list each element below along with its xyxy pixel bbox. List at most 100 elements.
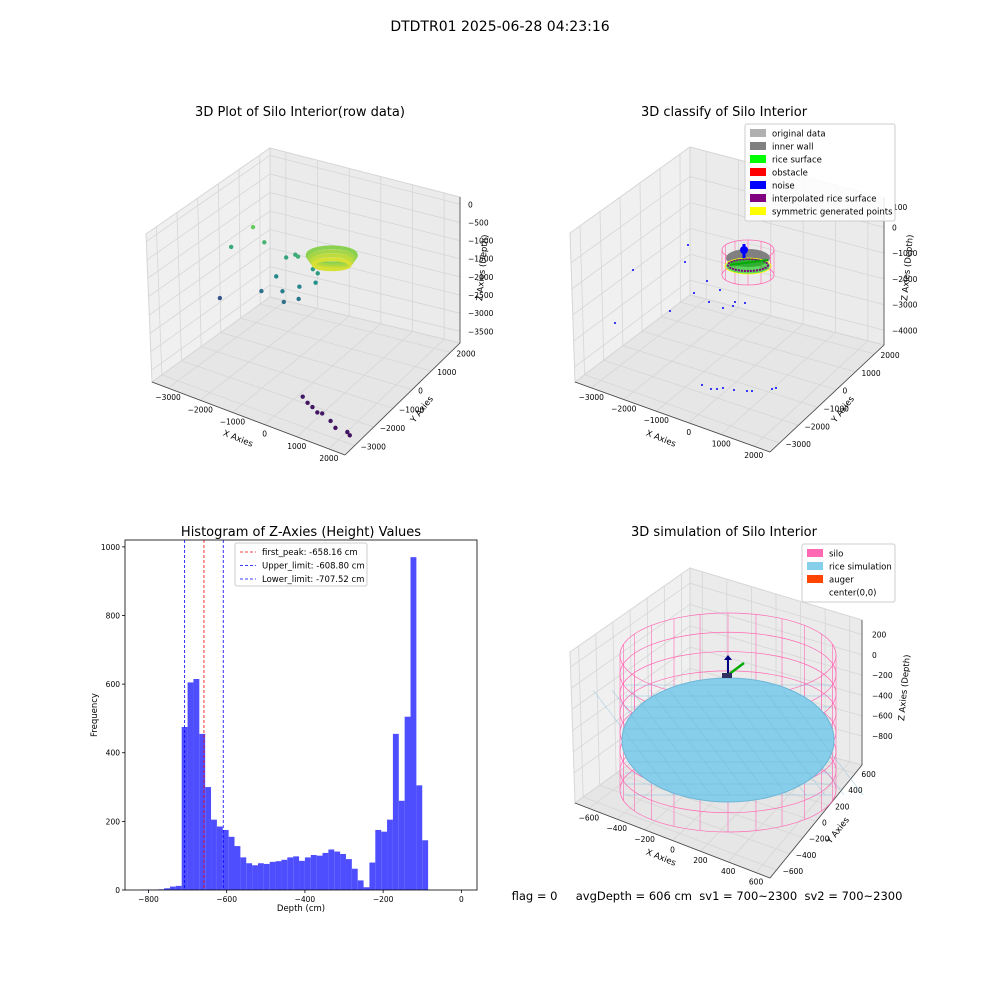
- legend-box: [744, 123, 896, 222]
- depth-histogram: −800 −600 −400 −200 0 0 200 400 600 800 1000 Depth …: [90, 525, 478, 914]
- z-tick-label-partial: 100: [893, 203, 908, 212]
- x-tick-label: 1000: [287, 442, 306, 451]
- histogram-bar: [181, 727, 188, 890]
- histogram-bar: [316, 855, 323, 890]
- legend-box: [234, 542, 368, 587]
- noise-point: [722, 307, 724, 309]
- y-axis-label: Frequency: [90, 693, 100, 737]
- y-tick-label: 0: [822, 819, 827, 828]
- x-grid-line: [264, 176, 382, 425]
- histogram-bar: [363, 887, 370, 890]
- simulation-3d-plot: −600 −400 −200 0 200 400 600 −600 −400 −200 0 200 40…: [569, 525, 913, 887]
- x-grid-line: [753, 193, 869, 447]
- histogram-bar: [287, 857, 294, 890]
- x-tick-label: 0: [686, 428, 691, 437]
- noise-point: [708, 301, 710, 303]
- y-grid-line: [619, 197, 818, 408]
- y-tick-label: −1000: [399, 405, 425, 414]
- histogram-bar: [345, 859, 352, 890]
- data-point: [250, 224, 256, 230]
- mesh-line: [611, 689, 693, 796]
- histogram-bar: [340, 853, 346, 890]
- data-point: [333, 425, 338, 431]
- y-tick-label: 0: [115, 886, 120, 895]
- histogram-bar: [211, 819, 217, 890]
- histogram-bar: [222, 829, 229, 890]
- z-grid-line: [149, 229, 461, 316]
- histogram-bar: [252, 865, 258, 890]
- data-point: [296, 296, 301, 302]
- histogram-bar: [387, 819, 393, 890]
- histogram-bar: [169, 886, 176, 890]
- z-tick-label: 0: [468, 200, 473, 209]
- data-point: [310, 266, 316, 272]
- histogram-bar: [175, 885, 182, 890]
- noise-point: [684, 261, 686, 263]
- histogram-bar: [263, 863, 270, 890]
- y-tick-label: −200: [809, 835, 830, 844]
- histogram-bar: [404, 716, 411, 890]
- y-tick-label: −3000: [361, 443, 387, 452]
- z-grid-line: [148, 210, 461, 297]
- x-tick-label: −200: [373, 895, 394, 904]
- legend-box: [801, 543, 896, 603]
- interpolated-surface: [727, 258, 769, 272]
- z-grid-line: [571, 202, 885, 290]
- z-grid-line: [149, 247, 461, 334]
- z-grid-line: [573, 253, 885, 342]
- z-tick-label: −3500: [468, 327, 494, 336]
- histogram-bar: [381, 831, 388, 890]
- z-grid-line: [574, 279, 885, 368]
- legend-label: rice surface: [772, 156, 822, 166]
- data-point: [300, 394, 305, 399]
- histogram-bar: [351, 868, 358, 890]
- y-grid-line: [579, 225, 780, 444]
- mesh-line: [706, 689, 788, 796]
- histogram-bar: [228, 836, 235, 890]
- z-tick-label: −1000: [468, 237, 494, 246]
- histogram-bar: [369, 862, 376, 890]
- y-grid-line: [155, 226, 355, 447]
- histogram-bar: [205, 787, 212, 890]
- z-tick-label: −800: [872, 732, 893, 741]
- noise-point: [719, 289, 721, 291]
- data-point: [313, 280, 318, 285]
- y-tick-label: 600: [106, 680, 121, 689]
- noise-point: [710, 388, 712, 390]
- data-point: [280, 289, 285, 294]
- data-point: [281, 299, 287, 305]
- y-grid-line: [612, 621, 803, 839]
- raw-data-3d-plot: −3000 −2000 −1000 0 1000 2000 −3000 −2000 −1000 0…: [145, 105, 494, 463]
- noise-point: [614, 322, 616, 324]
- y-tick-label: 1000: [437, 368, 456, 377]
- histogram-bar: [269, 861, 276, 890]
- y-tick-label: 0: [418, 387, 423, 396]
- data-point: [347, 433, 352, 438]
- symmetric-points: [724, 257, 772, 275]
- legend-swatch: [750, 207, 766, 215]
- x-tick-label: −1000: [220, 417, 246, 426]
- y-tick-label: 1000: [101, 543, 120, 552]
- y-grid-line: [176, 212, 374, 428]
- histogram-bar: [187, 682, 194, 890]
- x-grid-line: [232, 168, 350, 413]
- x-tick-label: −2000: [188, 405, 214, 414]
- y-axis-line: [769, 344, 885, 453]
- histogram-bar: [234, 846, 241, 890]
- status-footer: flag = 0 avgDepth = 606 cm sv1 = 700~230…: [512, 889, 903, 903]
- y-tick-label: 400: [106, 749, 121, 758]
- noise-point: [706, 280, 708, 282]
- histogram-bar: [257, 863, 264, 890]
- y-grid-line: [197, 198, 394, 409]
- y-tick-label: 2000: [456, 349, 475, 358]
- legend-label: silo: [829, 550, 843, 560]
- z-tick-label: −500: [468, 218, 489, 227]
- histogram-bar: [240, 857, 247, 890]
- noise-point: [744, 302, 746, 304]
- x-tick-label: 0: [459, 895, 464, 904]
- noise-point: [669, 310, 671, 312]
- histogram-bar: [310, 855, 317, 890]
- z-tick-label: −400: [872, 691, 893, 700]
- z-tick-label: −200: [872, 671, 893, 680]
